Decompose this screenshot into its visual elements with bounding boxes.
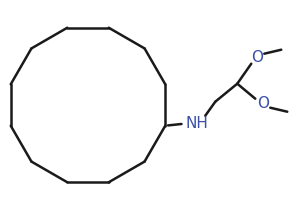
Text: O: O [257,96,269,111]
Text: NH: NH [186,116,209,131]
Text: O: O [251,50,263,65]
